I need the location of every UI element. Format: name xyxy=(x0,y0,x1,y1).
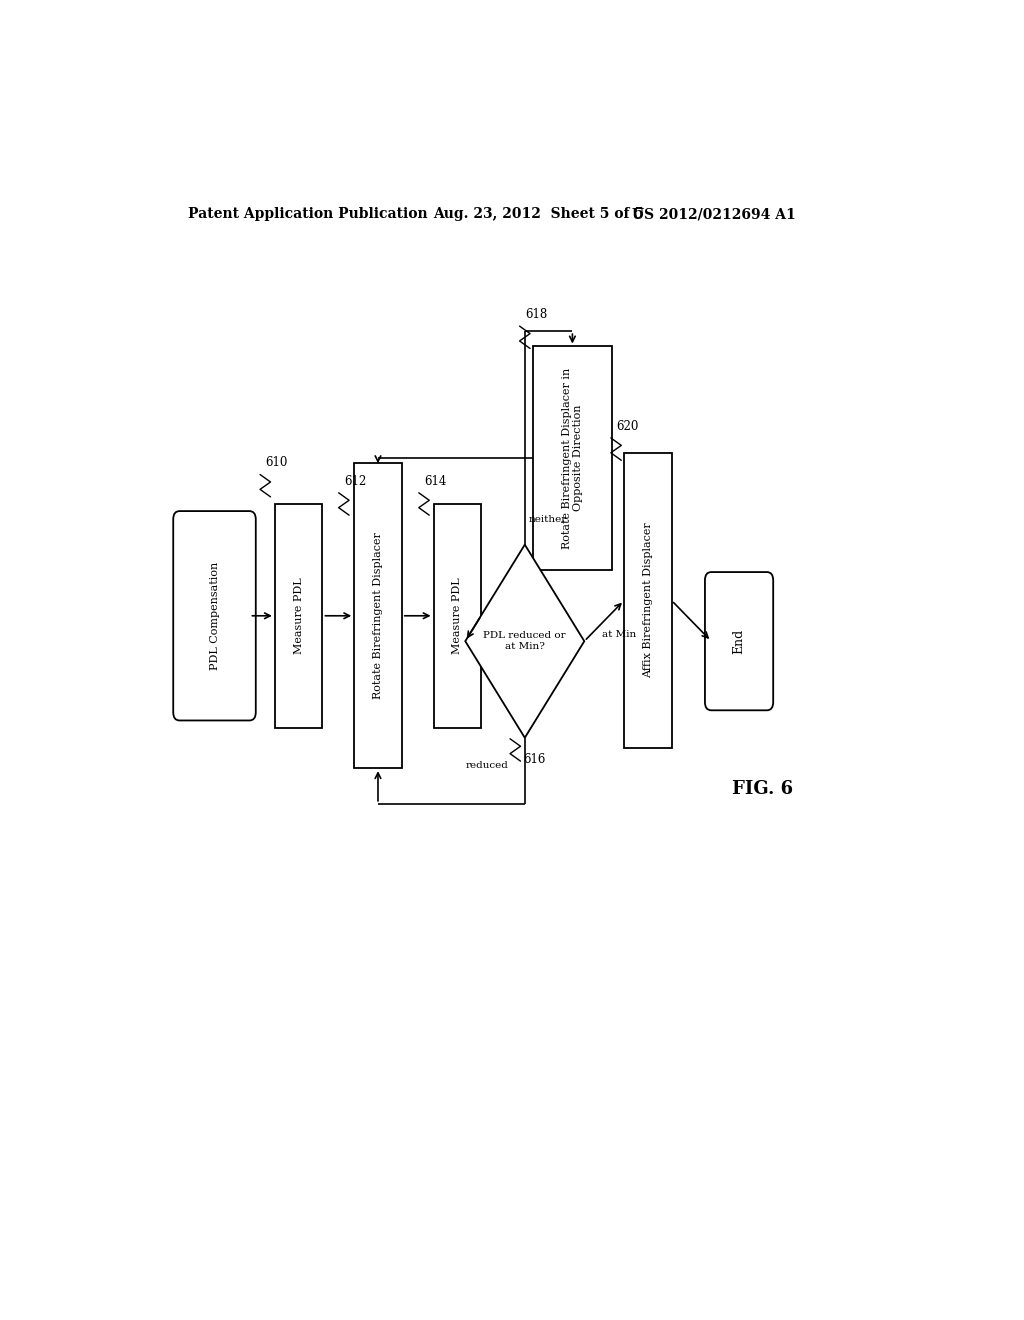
Text: 614: 614 xyxy=(424,475,446,487)
FancyBboxPatch shape xyxy=(705,572,773,710)
Text: US 2012/0212694 A1: US 2012/0212694 A1 xyxy=(632,207,796,222)
Text: FIG. 6: FIG. 6 xyxy=(732,780,794,797)
FancyBboxPatch shape xyxy=(173,511,256,721)
Text: Measure PDL: Measure PDL xyxy=(453,577,463,655)
Text: PDL Compensation: PDL Compensation xyxy=(210,561,219,671)
Bar xyxy=(624,453,672,748)
Bar xyxy=(274,504,323,727)
Bar xyxy=(354,463,401,768)
Text: at Min: at Min xyxy=(602,630,636,639)
Text: Rotate Birefringent Displacer in
Opposite Direction: Rotate Birefringent Displacer in Opposit… xyxy=(561,367,584,549)
Text: Affix Birefringent Displacer: Affix Birefringent Displacer xyxy=(643,523,653,678)
Text: Patent Application Publication: Patent Application Publication xyxy=(187,207,427,222)
Bar xyxy=(433,504,481,727)
Text: 612: 612 xyxy=(344,475,367,487)
Bar xyxy=(532,346,612,570)
Text: reduced: reduced xyxy=(466,762,509,770)
Text: neither: neither xyxy=(528,515,567,524)
Text: 620: 620 xyxy=(616,420,638,433)
Polygon shape xyxy=(465,545,585,738)
Text: 610: 610 xyxy=(265,457,288,470)
Text: 618: 618 xyxy=(524,308,547,321)
Text: Aug. 23, 2012  Sheet 5 of 5: Aug. 23, 2012 Sheet 5 of 5 xyxy=(433,207,644,222)
Text: End: End xyxy=(732,628,745,653)
Text: Rotate Birefringent Displacer: Rotate Birefringent Displacer xyxy=(373,532,383,700)
Text: PDL reduced or
at Min?: PDL reduced or at Min? xyxy=(483,631,566,651)
Text: Measure PDL: Measure PDL xyxy=(294,577,304,655)
Text: 616: 616 xyxy=(523,754,546,766)
